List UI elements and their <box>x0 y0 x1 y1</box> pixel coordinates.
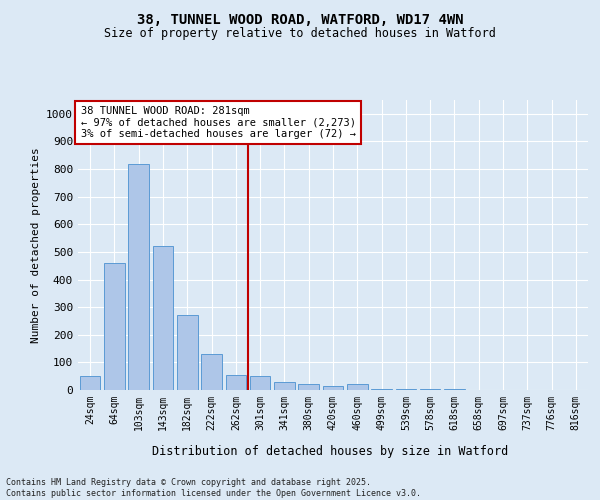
Text: Distribution of detached houses by size in Watford: Distribution of detached houses by size … <box>152 444 508 458</box>
Bar <box>104 263 125 390</box>
Bar <box>250 376 271 390</box>
Text: Contains HM Land Registry data © Crown copyright and database right 2025.
Contai: Contains HM Land Registry data © Crown c… <box>6 478 421 498</box>
Text: Size of property relative to detached houses in Watford: Size of property relative to detached ho… <box>104 28 496 40</box>
Y-axis label: Number of detached properties: Number of detached properties <box>31 147 41 343</box>
Bar <box>128 164 149 390</box>
Bar <box>323 386 343 390</box>
Bar <box>347 384 368 390</box>
Text: 38, TUNNEL WOOD ROAD, WATFORD, WD17 4WN: 38, TUNNEL WOOD ROAD, WATFORD, WD17 4WN <box>137 12 463 26</box>
Text: 38 TUNNEL WOOD ROAD: 281sqm
← 97% of detached houses are smaller (2,273)
3% of s: 38 TUNNEL WOOD ROAD: 281sqm ← 97% of det… <box>80 106 356 139</box>
Bar <box>420 388 440 390</box>
Bar <box>395 388 416 390</box>
Bar <box>177 316 197 390</box>
Bar <box>152 246 173 390</box>
Bar <box>371 388 392 390</box>
Bar <box>226 375 246 390</box>
Bar <box>201 354 222 390</box>
Bar <box>274 382 295 390</box>
Bar <box>298 384 319 390</box>
Bar <box>80 376 100 390</box>
